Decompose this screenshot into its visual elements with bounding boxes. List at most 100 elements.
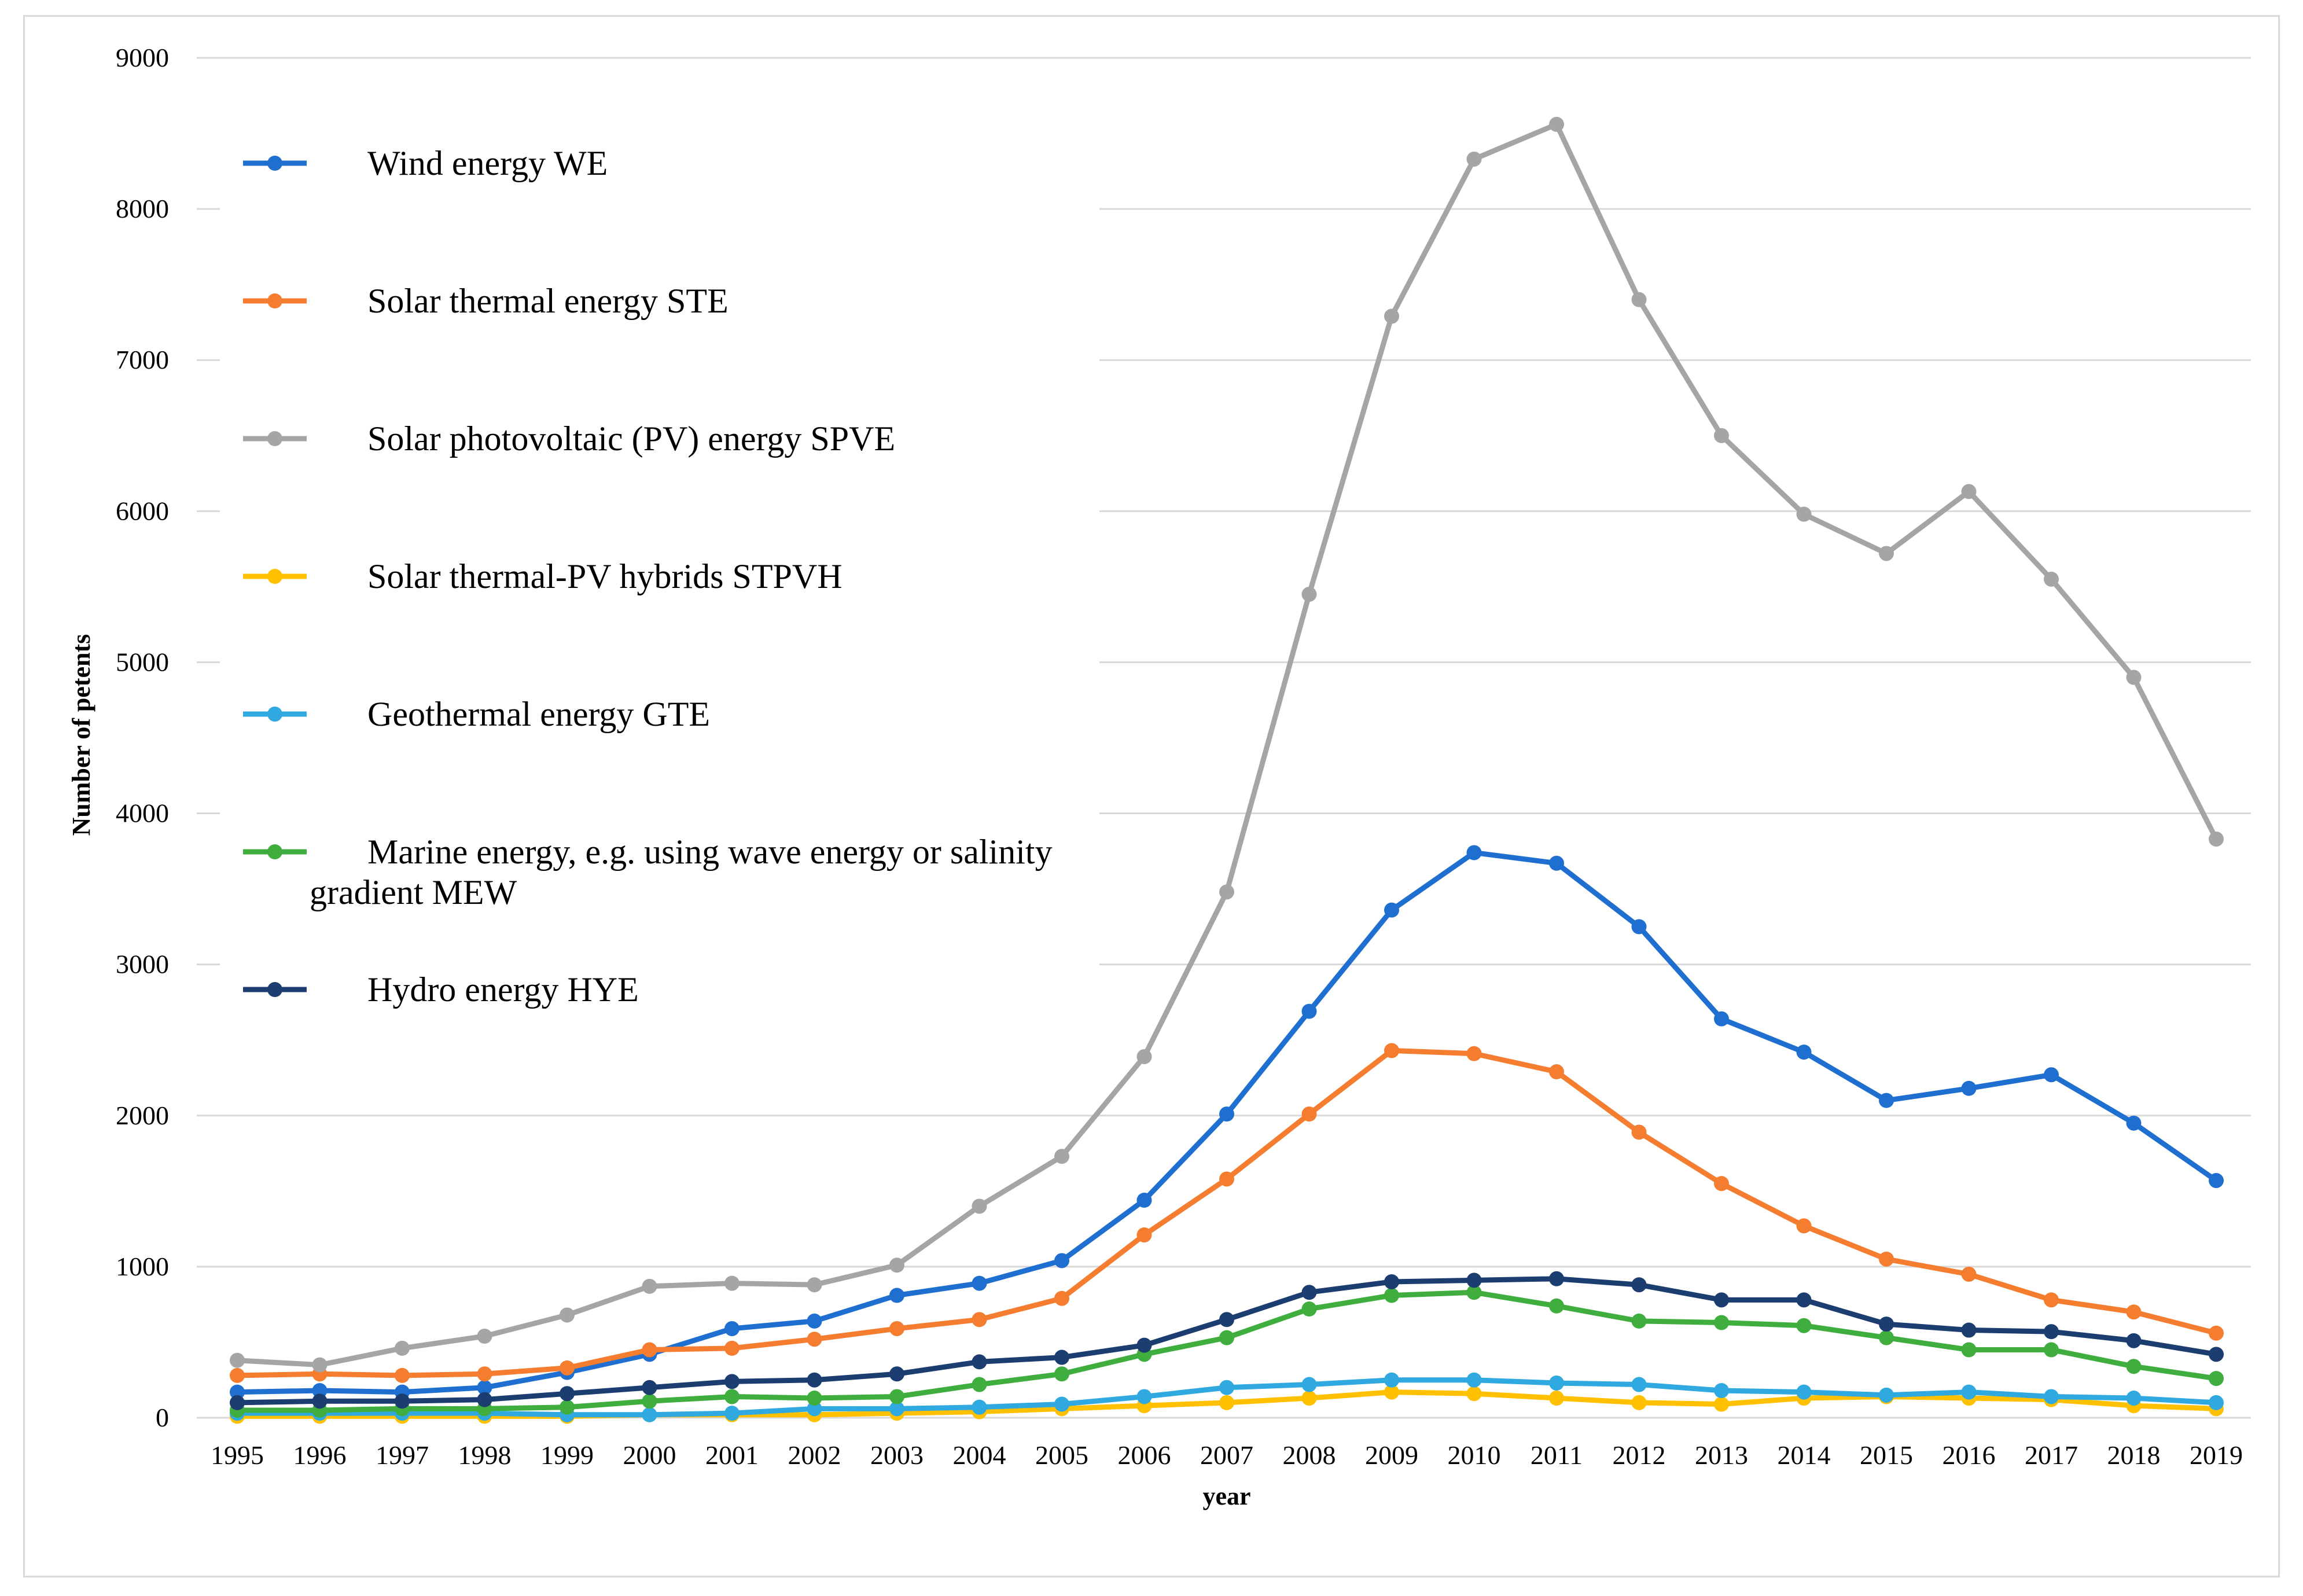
x-axis-ticks: 1995 1996 1997 1998 1999 2000 2001 2002 2003 2004… xyxy=(211,1440,2243,1470)
data-point xyxy=(1549,855,1564,871)
data-point xyxy=(807,1372,822,1388)
series-7 xyxy=(230,1271,2224,1410)
data-point xyxy=(642,1380,657,1395)
data-point xyxy=(972,1377,987,1392)
legend-background xyxy=(220,104,1099,1059)
data-point xyxy=(972,1354,987,1370)
data-point xyxy=(2044,1324,2059,1340)
data-point xyxy=(724,1389,740,1404)
series-group xyxy=(230,116,2224,1424)
x-tick-label: 2005 xyxy=(1035,1440,1088,1470)
legend-swatch-marker xyxy=(267,982,282,997)
legend-label: Solar thermal energy STE xyxy=(367,282,729,320)
data-point xyxy=(1631,292,1647,307)
x-tick-label: 2013 xyxy=(1695,1440,1748,1470)
x-tick-label: 1996 xyxy=(293,1440,347,1470)
legend-item: Geothermal energy GTE xyxy=(243,695,710,733)
data-point xyxy=(1714,428,1729,443)
data-point xyxy=(2044,1342,2059,1358)
x-tick-label: 1997 xyxy=(376,1440,429,1470)
data-point xyxy=(1714,1292,1729,1308)
legend-label: Hydro energy HYE xyxy=(367,970,639,1009)
data-point xyxy=(724,1374,740,1389)
x-tick-label: 2004 xyxy=(953,1440,1006,1470)
data-point xyxy=(724,1340,740,1356)
x-tick-label: 2002 xyxy=(788,1440,841,1470)
data-point xyxy=(1466,1386,1482,1402)
data-point xyxy=(1384,1043,1399,1058)
data-point xyxy=(1879,1387,1894,1403)
y-tick-label: 3000 xyxy=(116,950,169,979)
data-point xyxy=(889,1321,904,1336)
y-tick-label: 9000 xyxy=(116,43,169,72)
data-point xyxy=(2126,1304,2142,1320)
data-point xyxy=(1054,1253,1069,1268)
data-point xyxy=(642,1393,657,1409)
data-point xyxy=(1301,1285,1317,1300)
data-point xyxy=(1796,1384,1812,1400)
x-tick-label: 2007 xyxy=(1200,1440,1253,1470)
data-point xyxy=(1796,1045,1812,1060)
data-point xyxy=(395,1367,410,1383)
data-point xyxy=(1961,1342,1977,1358)
x-tick-label: 1995 xyxy=(211,1440,264,1470)
x-tick-label: 2000 xyxy=(623,1440,676,1470)
legend-label: Solar thermal-PV hybrids STPVH xyxy=(367,557,843,595)
data-point xyxy=(1054,1366,1069,1382)
data-point xyxy=(1879,1316,1894,1332)
data-point xyxy=(1054,1290,1069,1306)
data-point xyxy=(2126,1359,2142,1374)
y-tick-label: 4000 xyxy=(116,799,169,828)
data-point xyxy=(642,1278,657,1294)
data-point xyxy=(1054,1396,1069,1412)
series-5 xyxy=(230,1372,2224,1422)
data-point xyxy=(1136,1389,1152,1404)
data-point xyxy=(477,1392,492,1407)
data-point xyxy=(230,1367,245,1383)
data-point xyxy=(2126,1333,2142,1348)
data-point xyxy=(2126,670,2142,685)
data-point xyxy=(2209,1347,2224,1362)
data-point xyxy=(1714,1383,1729,1398)
data-point xyxy=(1961,1266,1977,1282)
data-point xyxy=(1714,1011,1729,1027)
data-point xyxy=(230,1384,245,1400)
data-point xyxy=(889,1401,904,1417)
data-point xyxy=(1549,1064,1564,1080)
data-point xyxy=(1384,902,1399,918)
data-point xyxy=(1714,1315,1729,1330)
data-point xyxy=(1136,1227,1152,1243)
data-point xyxy=(230,1352,245,1368)
data-point xyxy=(642,1342,657,1358)
data-point xyxy=(1879,546,1894,561)
y-tick-label: 6000 xyxy=(116,496,169,525)
legend-label: Marine energy, e.g. using wave energy or… xyxy=(367,833,1053,871)
data-point xyxy=(1301,1003,1317,1019)
data-point xyxy=(1796,1292,1812,1308)
data-point xyxy=(1136,1193,1152,1208)
data-point xyxy=(1961,1080,1977,1096)
legend-item: Marine energy, e.g. using wave energy or… xyxy=(243,833,1053,911)
data-point xyxy=(1384,1288,1399,1303)
data-point xyxy=(1136,1049,1152,1064)
legend-swatch-marker xyxy=(267,293,282,308)
data-point xyxy=(477,1380,492,1395)
x-tick-label: 1999 xyxy=(540,1440,594,1470)
data-point xyxy=(1796,506,1812,522)
data-point xyxy=(2044,1292,2059,1308)
data-point xyxy=(889,1257,904,1273)
legend-item: Solar thermal-PV hybrids STPVH xyxy=(243,557,843,595)
x-tick-label: 2003 xyxy=(870,1440,924,1470)
y-tick-label: 1000 xyxy=(116,1252,169,1281)
data-point xyxy=(1301,586,1317,602)
x-tick-label: 2008 xyxy=(1283,1440,1336,1470)
data-point xyxy=(1549,1375,1564,1391)
data-point xyxy=(1466,845,1482,860)
data-point xyxy=(1466,1285,1482,1300)
data-point xyxy=(1054,1149,1069,1164)
data-point xyxy=(1219,1312,1234,1327)
data-point xyxy=(807,1277,822,1293)
data-point xyxy=(312,1357,328,1373)
data-point xyxy=(1879,1330,1894,1345)
